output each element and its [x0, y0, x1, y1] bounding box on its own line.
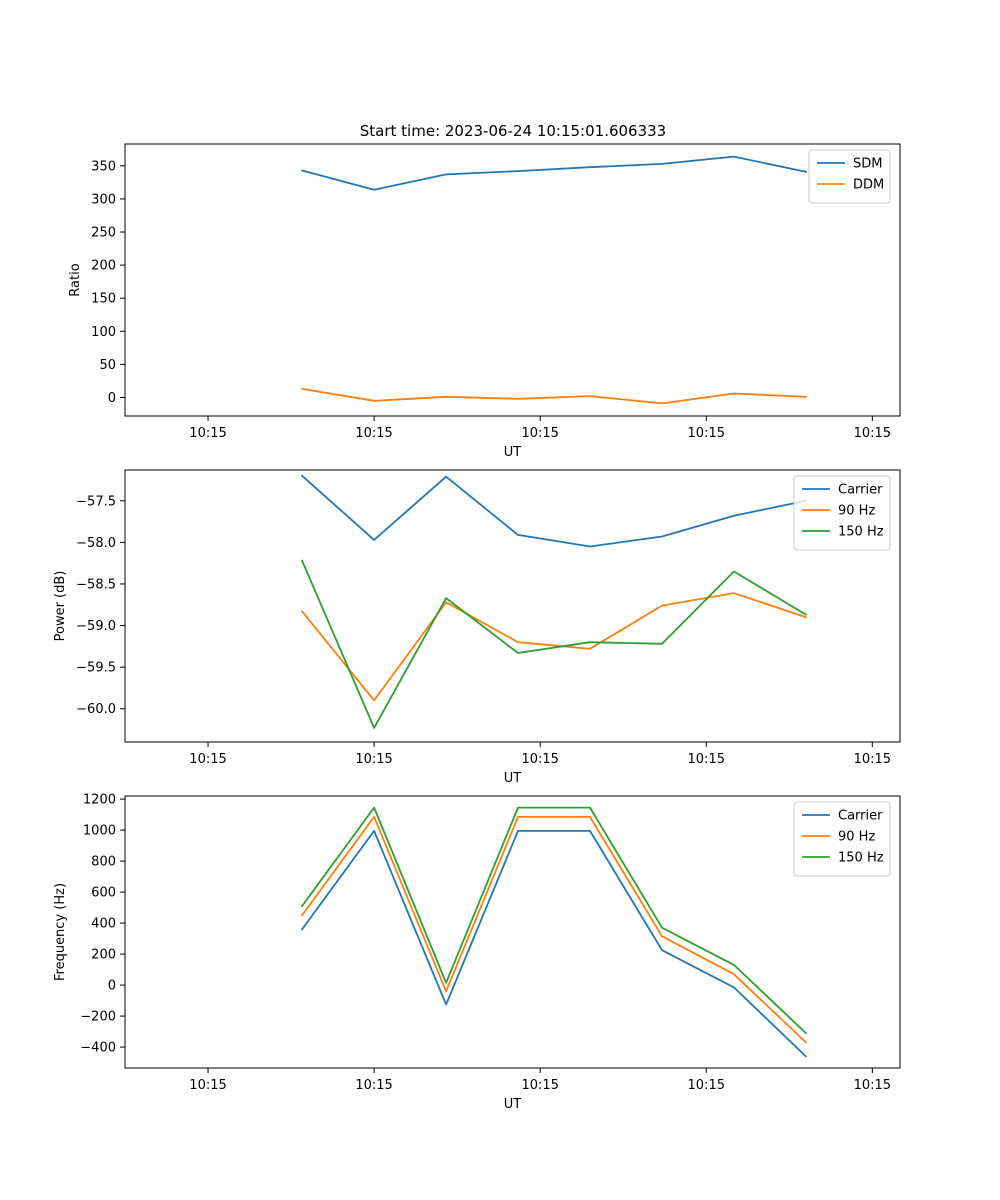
- series-line-carrier: [300, 830, 808, 1058]
- legend: SDM DDM: [808, 149, 891, 204]
- y-tick-label: 600: [91, 886, 116, 901]
- x-axis-label: UT: [504, 445, 522, 460]
- y-tick-label: 0: [108, 979, 116, 994]
- y-tick-label: 1200: [83, 793, 116, 808]
- y-tick-label: −58.0: [76, 536, 116, 551]
- y-tick-label: 100: [91, 325, 116, 340]
- y-tick-label: 200: [91, 259, 116, 274]
- y-tick-label: 50: [99, 358, 116, 373]
- y-tick-label: 0: [108, 391, 116, 406]
- y-tick-label: −200: [80, 1010, 116, 1025]
- y-tick-label: −58.5: [76, 577, 116, 592]
- legend-label: DDM: [853, 178, 884, 193]
- y-tick-label: 350: [91, 159, 116, 174]
- y-tick-label: 250: [91, 226, 116, 241]
- series-line-150-hz: [300, 806, 808, 1035]
- series-line-sdm: [300, 155, 807, 191]
- y-tick-label: −59.0: [76, 619, 116, 634]
- legend-label: 90 Hz: [838, 830, 875, 845]
- x-tick-label: 10:15: [189, 426, 226, 441]
- legend-label: SDM: [853, 157, 882, 172]
- y-tick-label: 300: [91, 192, 116, 207]
- x-tick-label: 10:15: [355, 426, 392, 441]
- legend-label: 150 Hz: [838, 525, 884, 540]
- y-tick-label: −400: [80, 1041, 116, 1056]
- x-tick-label: 10:15: [189, 752, 226, 767]
- y-axis-label: Power (dB): [53, 571, 68, 642]
- x-tick-label: 10:15: [521, 1078, 558, 1093]
- legend-label: 90 Hz: [838, 504, 875, 519]
- legend-label: 150 Hz: [838, 851, 884, 866]
- x-tick-label: 10:15: [521, 426, 558, 441]
- x-axis-label: UT: [504, 771, 522, 786]
- frequency-chart: 10:15 10:15 10:15 10:15 10:15 −400 −200 0 200 400…: [53, 793, 901, 1112]
- series-line-90-hz: [300, 816, 808, 1044]
- x-tick-label: 10:15: [854, 1078, 891, 1093]
- y-tick-label: 400: [91, 917, 116, 932]
- y-axis-label: Ratio: [68, 263, 83, 296]
- x-tick-label: 10:15: [355, 1078, 392, 1093]
- y-tick-label: 150: [91, 292, 116, 307]
- figure-title: Start time: 2023-06-24 10:15:01.606333: [360, 122, 666, 140]
- axes-frame: [124, 143, 901, 417]
- legend-label: Carrier: [838, 809, 883, 824]
- x-tick-label: 10:15: [688, 426, 725, 441]
- y-tick-label: 1000: [83, 824, 116, 839]
- x-tick-label: 10:15: [688, 752, 725, 767]
- y-tick-label: 200: [91, 948, 116, 963]
- x-tick-label: 10:15: [189, 1078, 226, 1093]
- y-tick-label: −60.0: [76, 702, 116, 717]
- y-tick-label: −57.5: [76, 494, 116, 509]
- series-line-90-hz: [300, 592, 808, 702]
- x-axis-label: UT: [504, 1097, 522, 1112]
- axes-frame: [124, 795, 901, 1069]
- y-axis-label: Frequency (Hz): [53, 883, 68, 981]
- axes-frame: [124, 469, 901, 743]
- y-tick-label: −59.5: [76, 661, 116, 676]
- series-line-ddm: [301, 387, 807, 405]
- x-tick-label: 10:15: [854, 752, 891, 767]
- power-chart: 10:15 10:15 10:15 10:15 10:15 −60.0 −59.5 −59.0…: [53, 469, 901, 786]
- legend-label: Carrier: [838, 483, 883, 498]
- x-tick-label: 10:15: [688, 1078, 725, 1093]
- x-tick-label: 10:15: [521, 752, 558, 767]
- series-line-150-hz: [300, 559, 808, 729]
- series-line-carrier: [300, 474, 807, 548]
- panels: 10:15 10:15 10:15 10:15 10:15 0 50 100 150 200 250…: [53, 143, 901, 1112]
- ratio-chart: 10:15 10:15 10:15 10:15 10:15 0 50 100 150 200 250…: [68, 143, 901, 460]
- legend: Carrier 90 Hz 150 Hz: [793, 801, 891, 877]
- x-tick-label: 10:15: [854, 426, 891, 441]
- y-tick-label: 800: [91, 855, 116, 870]
- x-tick-label: 10:15: [355, 752, 392, 767]
- legend: Carrier 90 Hz 150 Hz: [793, 475, 891, 551]
